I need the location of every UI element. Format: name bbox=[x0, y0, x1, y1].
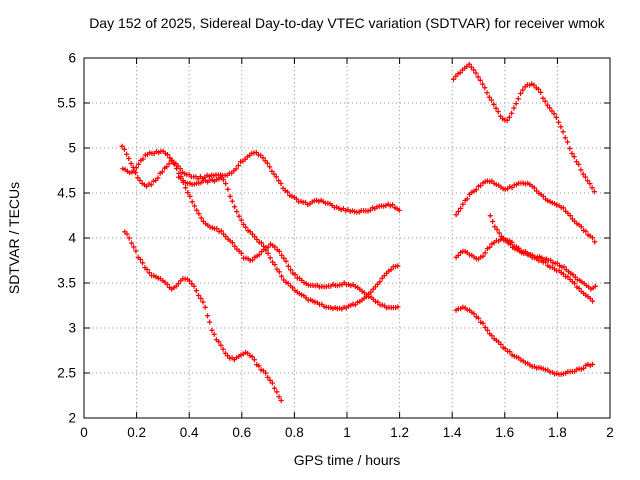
series-sat-arc-1 bbox=[119, 143, 402, 215]
x-tick-label: 0.6 bbox=[232, 425, 251, 440]
x-tick-label: 1.8 bbox=[548, 425, 567, 440]
y-tick-label: 4.5 bbox=[57, 186, 76, 201]
x-tick-label: 1.4 bbox=[443, 425, 462, 440]
x-tick-label: 0.8 bbox=[285, 425, 304, 440]
series-sat-arc-6 bbox=[453, 178, 598, 245]
series-sat-arc-3 bbox=[176, 174, 401, 312]
x-tick-label: 1 bbox=[343, 425, 351, 440]
series-sat-arc-4 bbox=[122, 229, 284, 404]
x-tick-label: 0 bbox=[80, 425, 88, 440]
x-tick-label: 2 bbox=[606, 425, 614, 440]
y-tick-label: 5.5 bbox=[57, 96, 76, 111]
chart-title: Day 152 of 2025, Sidereal Day-to-day VTE… bbox=[89, 15, 605, 31]
series-sat-arc-9 bbox=[453, 304, 596, 377]
y-tick-label: 5 bbox=[68, 141, 76, 156]
x-axis-label: GPS time / hours bbox=[293, 452, 401, 468]
x-tick-label: 0.2 bbox=[127, 425, 146, 440]
y-tick-label: 3 bbox=[68, 321, 76, 336]
series-sat-arc-5 bbox=[450, 61, 597, 195]
y-tick-label: 4 bbox=[68, 231, 76, 246]
tick-labels: 0 0.2 0.4 0.6 0.8 1 1.2 1.4 1.6 1.8 2 2 2.5 3 3.5 4 4.5 5… bbox=[57, 51, 614, 441]
y-tick-label: 3.5 bbox=[57, 276, 76, 291]
y-tick-label: 2.5 bbox=[57, 366, 76, 381]
data-series bbox=[119, 61, 598, 404]
series-sat-arc-8 bbox=[453, 235, 596, 304]
gridlines bbox=[84, 58, 610, 418]
x-tick-label: 0.4 bbox=[180, 425, 199, 440]
x-tick-label: 1.2 bbox=[390, 425, 409, 440]
x-tick-label: 1.6 bbox=[495, 425, 514, 440]
y-tick-label: 2 bbox=[68, 411, 76, 426]
y-tick-label: 6 bbox=[68, 51, 76, 66]
axis-ticks bbox=[83, 57, 611, 419]
